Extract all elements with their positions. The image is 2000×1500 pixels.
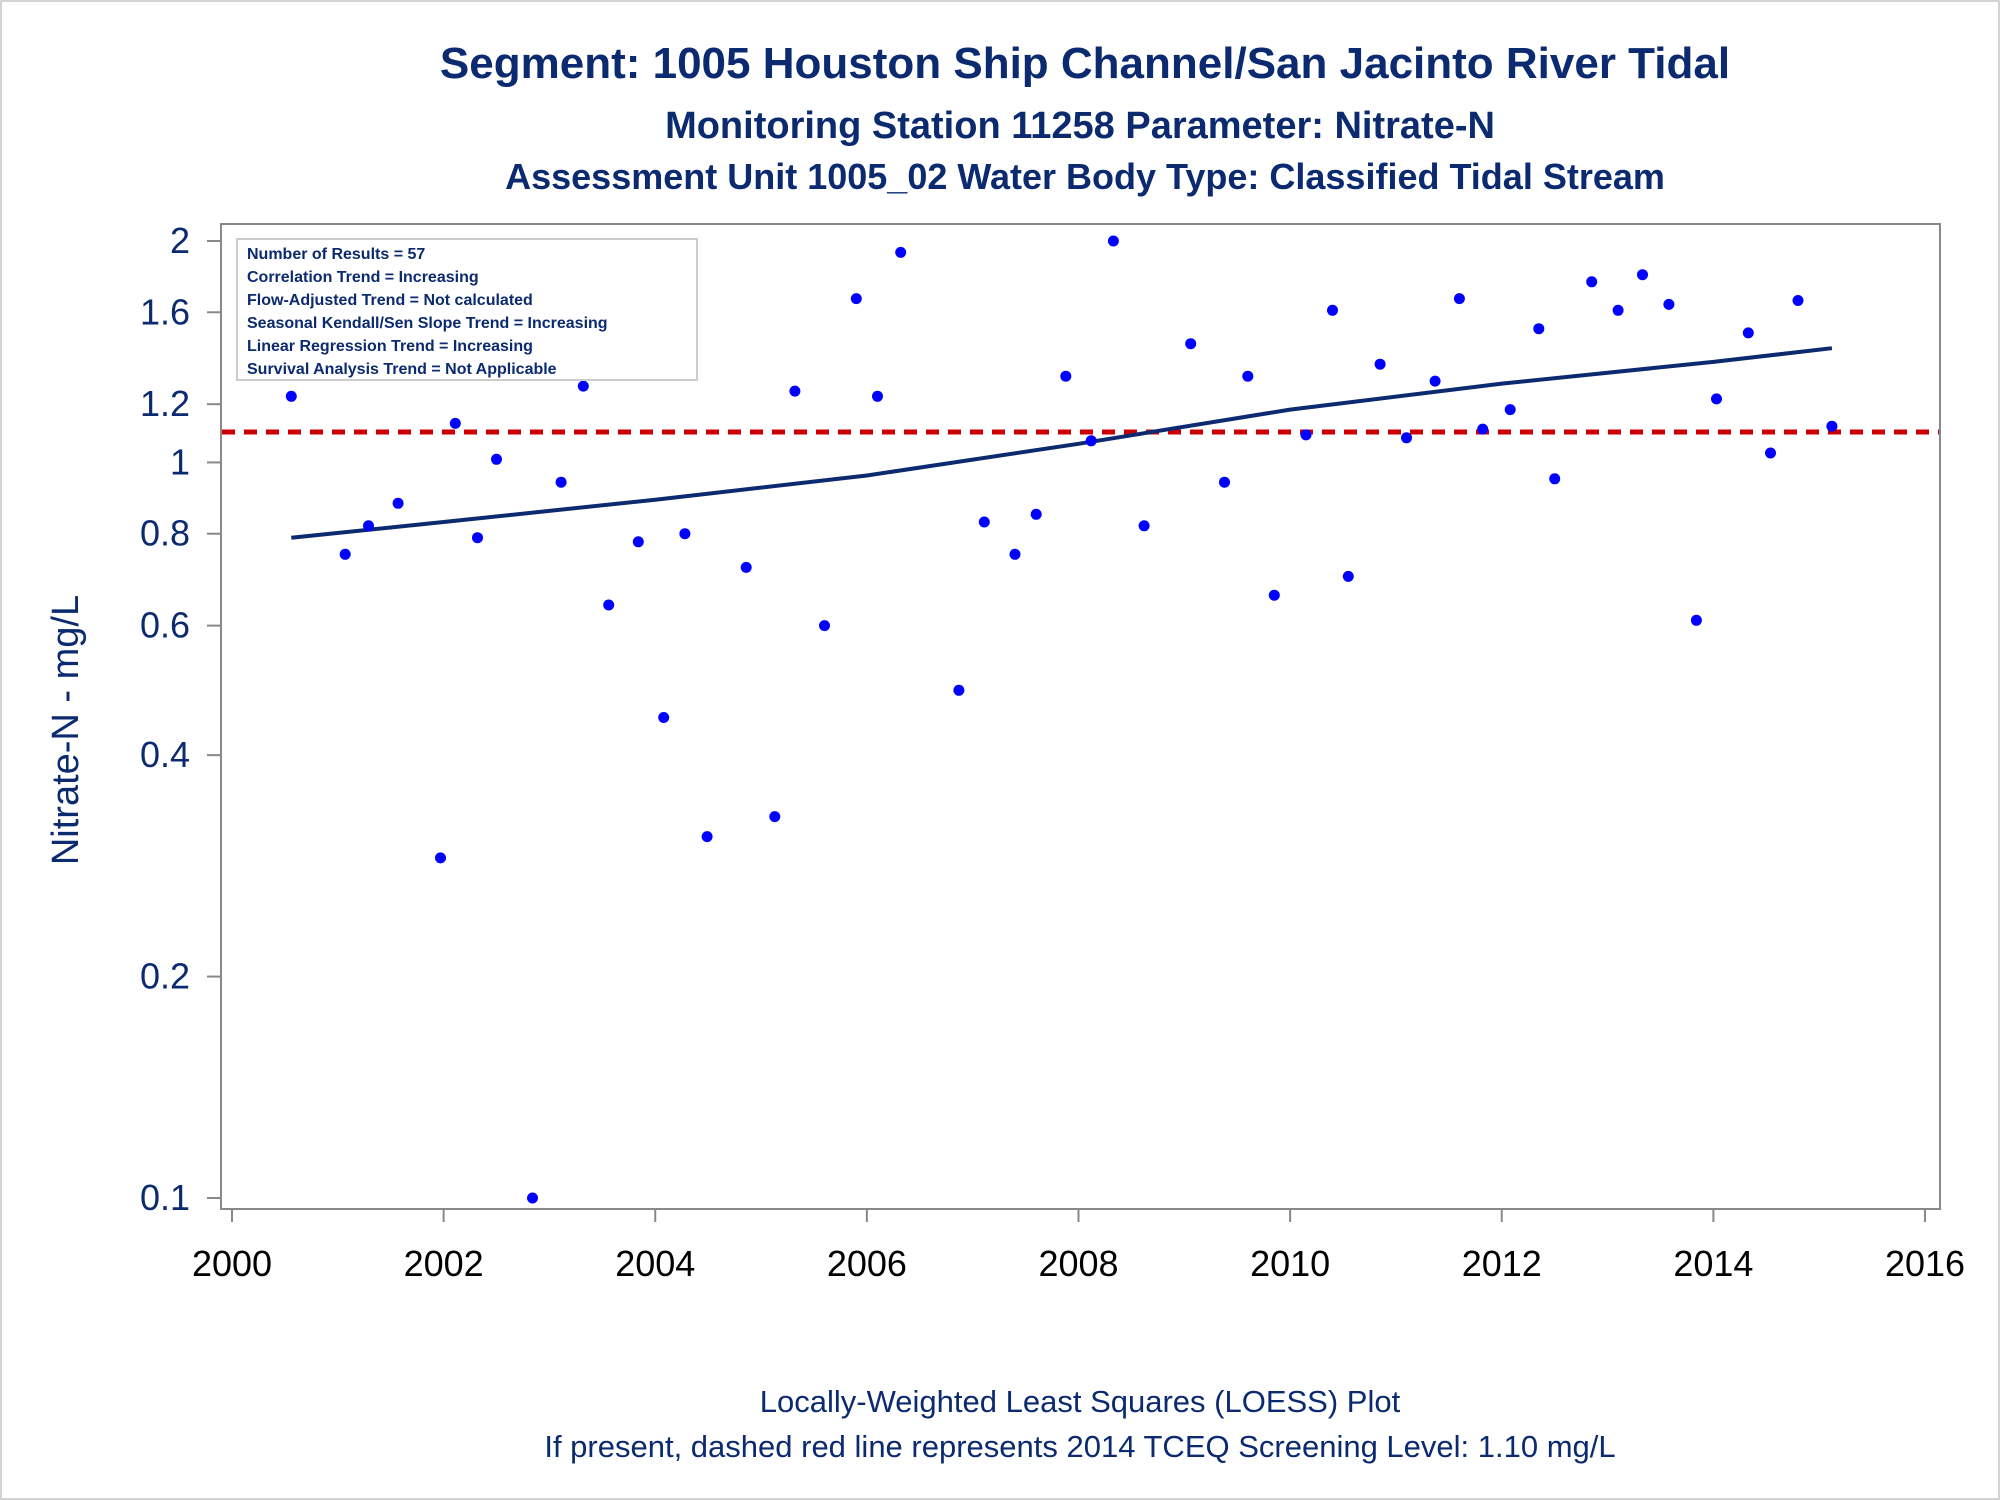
data-point-34 (1219, 476, 1230, 488)
x-axis: 2000 2002 2004 2006 2008 2010 2012 2014 2016 (192, 1209, 1965, 1284)
stats-seasonal-kendall-trend: Seasonal Kendall/Sen Slope Trend = Incre… (247, 315, 608, 332)
data-point-46 (1533, 323, 1545, 335)
data-point-32 (1138, 520, 1150, 532)
data-point-26 (978, 516, 990, 528)
data-point-42 (1429, 375, 1441, 387)
data-point-49 (1612, 304, 1624, 316)
data-point-16 (679, 528, 691, 540)
chart-subtitle-assessment: Assessment Unit 1005_02 Water Body Type:… (505, 156, 1665, 197)
data-point-11 (555, 476, 567, 488)
data-point-24 (895, 246, 907, 258)
data-point-20 (789, 385, 801, 397)
data-point-14 (632, 536, 644, 548)
data-point-10 (527, 1192, 538, 1204)
data-point-55 (1765, 447, 1776, 459)
data-point-17 (701, 831, 713, 843)
data-point-15 (658, 712, 670, 723)
data-point-33 (1185, 338, 1197, 350)
data-point-50 (1637, 269, 1648, 281)
y-tick-label-0.6: 0.6 (140, 605, 190, 646)
x-tick-label-2012: 2012 (1462, 1243, 1542, 1284)
y-tick-label-0.8: 0.8 (140, 513, 190, 554)
data-point-37 (1300, 429, 1312, 441)
data-point-39 (1342, 570, 1354, 582)
stats-flow-adjusted-trend: Flow-Adjusted Trend = Not calculated (247, 292, 533, 309)
chart-subtitle-station: Monitoring Station 11258 Parameter: Nitr… (665, 105, 1495, 147)
data-point-12 (577, 380, 589, 392)
data-point-21 (819, 620, 830, 632)
data-point-19 (769, 811, 781, 823)
y-tick-label-0.1: 0.1 (140, 1177, 190, 1218)
data-point-4 (363, 520, 374, 532)
data-point-48 (1586, 276, 1598, 288)
data-point-8 (472, 532, 483, 544)
data-point-36 (1268, 589, 1280, 601)
data-point-40 (1374, 358, 1386, 370)
data-point-7 (449, 417, 461, 429)
chart-title: Segment: 1005 Houston Ship Channel/San J… (440, 39, 1730, 88)
data-point-27 (1009, 548, 1021, 560)
x-tick-label-2010: 2010 (1250, 1243, 1330, 1284)
x-tick-label-2006: 2006 (827, 1243, 907, 1284)
y-tick-label-1: 1 (170, 441, 190, 482)
stats-correlation-trend: Correlation Trend = Increasing (247, 269, 479, 286)
x-tick-label-2002: 2002 (404, 1243, 484, 1284)
data-point-44 (1477, 423, 1489, 435)
data-point-53 (1711, 393, 1722, 405)
data-point-3 (339, 548, 351, 560)
stats-survival-analysis-trend: Survival Analysis Trend = Not Applicable (247, 361, 557, 378)
data-point-29 (1060, 370, 1072, 382)
data-point-57 (1826, 420, 1838, 432)
trend-layer (291, 346, 1833, 540)
x-tick-label-2016: 2016 (1885, 1243, 1965, 1284)
data-point-47 (1549, 473, 1561, 485)
y-axis: 0.1 0.2 0.4 0.6 0.8 1 1.2 1.6 2 (140, 220, 221, 1218)
data-point-38 (1327, 304, 1338, 316)
data-point-13 (603, 599, 615, 611)
data-point-30 (1085, 435, 1097, 447)
data-point-1 (285, 390, 297, 402)
stats-box: Number of Results = 57 Correlation Trend… (236, 238, 698, 381)
data-point-51 (1663, 298, 1675, 310)
data-point-56 (1792, 295, 1804, 306)
stats-number-of-results: Number of Results = 57 (247, 246, 425, 263)
data-point-5 (392, 497, 404, 509)
y-tick-label-2: 2 (170, 220, 190, 261)
data-point-6 (435, 852, 446, 864)
data-point-35 (1242, 370, 1254, 382)
data-point-18 (740, 561, 752, 573)
footnote-loess: Locally-Weighted Least Squares (LOESS) P… (760, 1384, 1401, 1419)
data-point-22 (850, 293, 862, 305)
y-tick-label-0.4: 0.4 (140, 734, 190, 775)
footnote-screening-level: If present, dashed red line represents 2… (544, 1429, 1615, 1464)
plot-area (220, 223, 1941, 1210)
x-tick-label-2004: 2004 (615, 1243, 695, 1284)
x-tick-label-2008: 2008 (1038, 1243, 1118, 1284)
x-tick-label-2014: 2014 (1673, 1243, 1753, 1284)
stats-box-border (236, 238, 698, 381)
data-points (285, 235, 1838, 1204)
x-tick-label-2000: 2000 (192, 1243, 272, 1284)
y-axis-label: Nitrate-N - mg/L (45, 595, 87, 865)
y-tick-label-1.6: 1.6 (140, 291, 190, 332)
y-tick-label-0.2: 0.2 (140, 956, 190, 997)
data-point-23 (872, 390, 883, 402)
data-point-52 (1690, 614, 1702, 626)
data-point-28 (1030, 508, 1042, 520)
data-point-9 (491, 453, 502, 465)
data-point-25 (953, 684, 965, 696)
stats-linear-regression-trend: Linear Regression Trend = Increasing (247, 338, 533, 355)
loess-trend-line (291, 346, 1833, 540)
data-point-43 (1453, 293, 1465, 305)
data-point-45 (1504, 404, 1516, 416)
y-tick-label-1.2: 1.2 (140, 383, 190, 424)
data-point-41 (1401, 432, 1412, 444)
data-point-31 (1107, 235, 1119, 247)
data-point-54 (1742, 327, 1754, 339)
